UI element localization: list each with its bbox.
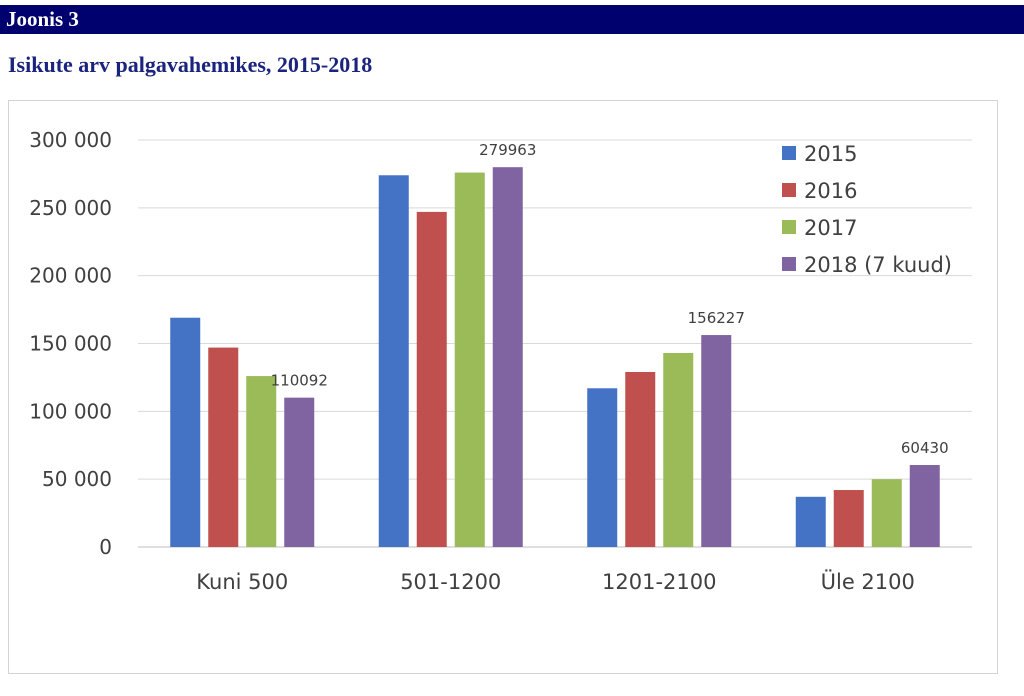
- legend-swatch: [782, 183, 796, 197]
- bar-2016: [625, 371, 656, 547]
- bar-2018-7-kuud: [284, 397, 315, 547]
- x-category-label: Kuni 500: [196, 570, 288, 594]
- bar-2017: [663, 352, 694, 547]
- bar-2016: [416, 211, 447, 548]
- bar-2018-7-kuud: [492, 167, 523, 547]
- bar-2018-7-kuud: [909, 465, 940, 547]
- y-tick-label: 100 000: [29, 399, 112, 423]
- bar-2016: [833, 490, 864, 547]
- y-tick-label: 250 000: [29, 196, 112, 220]
- y-tick-label: 150 000: [29, 332, 112, 356]
- x-category-label: Üle 2100: [821, 569, 915, 594]
- y-tick-label: 0: [99, 535, 112, 559]
- bar-2015: [170, 317, 201, 547]
- legend-label: 2018 (7 kuud): [804, 253, 952, 277]
- bar-2017: [454, 172, 485, 547]
- y-tick-label: 300 000: [29, 128, 112, 152]
- bar-2015: [795, 496, 826, 547]
- y-tick-label: 200 000: [29, 264, 112, 288]
- legend-swatch: [782, 257, 796, 271]
- bar-2017: [246, 376, 277, 547]
- x-category-label: 501-1200: [400, 570, 501, 594]
- y-tick-label: 50 000: [42, 467, 112, 491]
- legend-label: 2017: [804, 216, 857, 240]
- bar-2017: [871, 479, 902, 547]
- bar-2015: [587, 388, 618, 547]
- bar-2018-7-kuud: [701, 335, 732, 547]
- legend-swatch: [782, 220, 796, 234]
- bar-2016: [208, 347, 239, 547]
- bar-2015: [378, 175, 409, 548]
- data-label: 156227: [688, 309, 745, 327]
- figure-number-bar: Joonis 3: [0, 5, 1024, 34]
- figure-number: Joonis 3: [6, 7, 79, 31]
- legend-swatch: [782, 146, 796, 160]
- legend-label: 2016: [804, 179, 857, 203]
- data-label: 110092: [271, 372, 328, 390]
- x-category-label: 1201-2100: [602, 570, 716, 594]
- legend-label: 2015: [804, 142, 857, 166]
- data-label: 60430: [901, 439, 949, 457]
- data-label: 279963: [479, 141, 536, 159]
- chart-title: Isikute arv palgavahemikes, 2015-2018: [8, 52, 373, 77]
